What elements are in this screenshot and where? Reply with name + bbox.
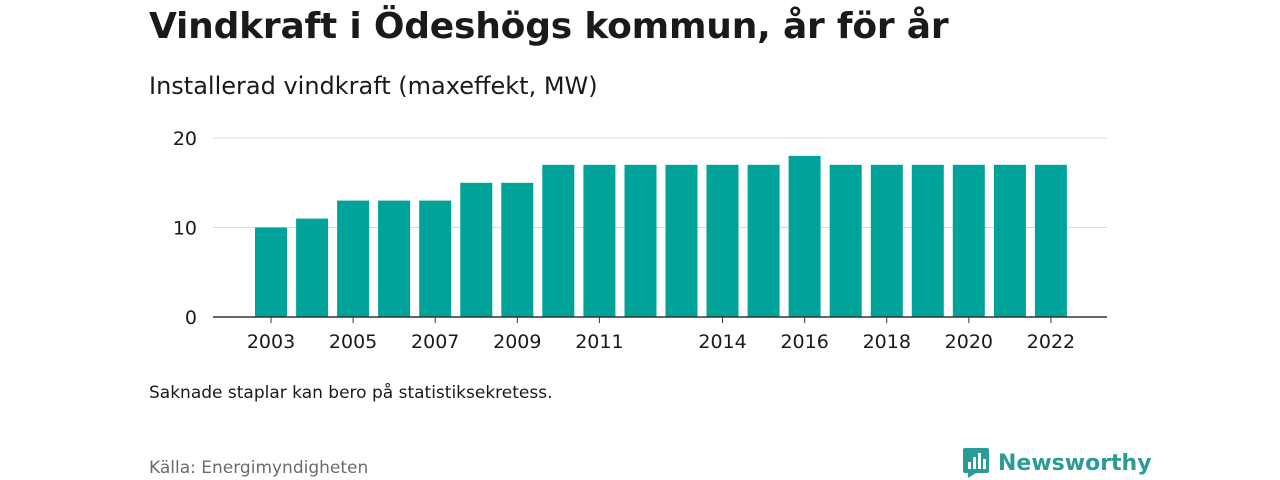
y-tick-label: 0 bbox=[185, 307, 197, 329]
bar-2013 bbox=[665, 164, 698, 317]
bar-2019 bbox=[911, 164, 944, 317]
bar-2007 bbox=[419, 200, 452, 317]
x-tick-label: 2009 bbox=[493, 331, 541, 353]
bar-2010 bbox=[542, 164, 575, 317]
bar-2018 bbox=[870, 164, 903, 317]
newsworthy-logo-icon bbox=[963, 448, 989, 478]
x-tick-label: 2003 bbox=[247, 331, 295, 353]
x-tick-label: 2016 bbox=[780, 331, 828, 353]
chart-title: Vindkraft i Ödeshögs kommun, år för år bbox=[149, 6, 949, 47]
x-tick-label: 2014 bbox=[698, 331, 746, 353]
x-tick-label: 2005 bbox=[329, 331, 377, 353]
bar-2011 bbox=[583, 164, 616, 317]
bar-2022 bbox=[1034, 164, 1067, 317]
brand-logo: Newsworthy bbox=[962, 447, 1152, 479]
bar-2017 bbox=[829, 164, 862, 317]
y-tick-label: 10 bbox=[173, 218, 197, 240]
bar-2004 bbox=[296, 218, 329, 317]
chart-subtitle: Installerad vindkraft (maxeffekt, MW) bbox=[149, 72, 598, 100]
source-text: Källa: Energimyndigheten bbox=[149, 458, 369, 478]
bar-2003 bbox=[255, 227, 287, 317]
bar-2015 bbox=[747, 164, 780, 317]
bar-2020 bbox=[952, 164, 985, 317]
x-tick-label: 2020 bbox=[945, 331, 993, 353]
x-tick-label: 2022 bbox=[1027, 331, 1075, 353]
brand-name: Newsworthy bbox=[998, 450, 1152, 476]
bar-2006 bbox=[378, 200, 411, 317]
bar-2012 bbox=[624, 164, 657, 317]
bar-2008 bbox=[460, 182, 493, 318]
footnote: Saknade staplar kan bero på statistiksek… bbox=[149, 383, 553, 403]
bar-2005 bbox=[337, 200, 370, 317]
bar-2014 bbox=[706, 164, 739, 317]
bar-2016 bbox=[788, 155, 821, 317]
x-tick-label: 2007 bbox=[411, 331, 459, 353]
bars bbox=[255, 155, 1067, 318]
axes: 0 10 20 2003 2005 2007 2009 2011 2014 2016 2018 202… bbox=[173, 128, 1107, 353]
x-tick-label: 2011 bbox=[575, 331, 623, 353]
bar-2009 bbox=[501, 182, 534, 318]
y-tick-label: 20 bbox=[173, 128, 197, 150]
x-tick-label: 2018 bbox=[863, 331, 911, 353]
bar-2021 bbox=[993, 164, 1026, 317]
bar-chart: 0 10 20 2003 2005 2007 2009 2011 2014 2016 2018 202… bbox=[173, 128, 1107, 353]
